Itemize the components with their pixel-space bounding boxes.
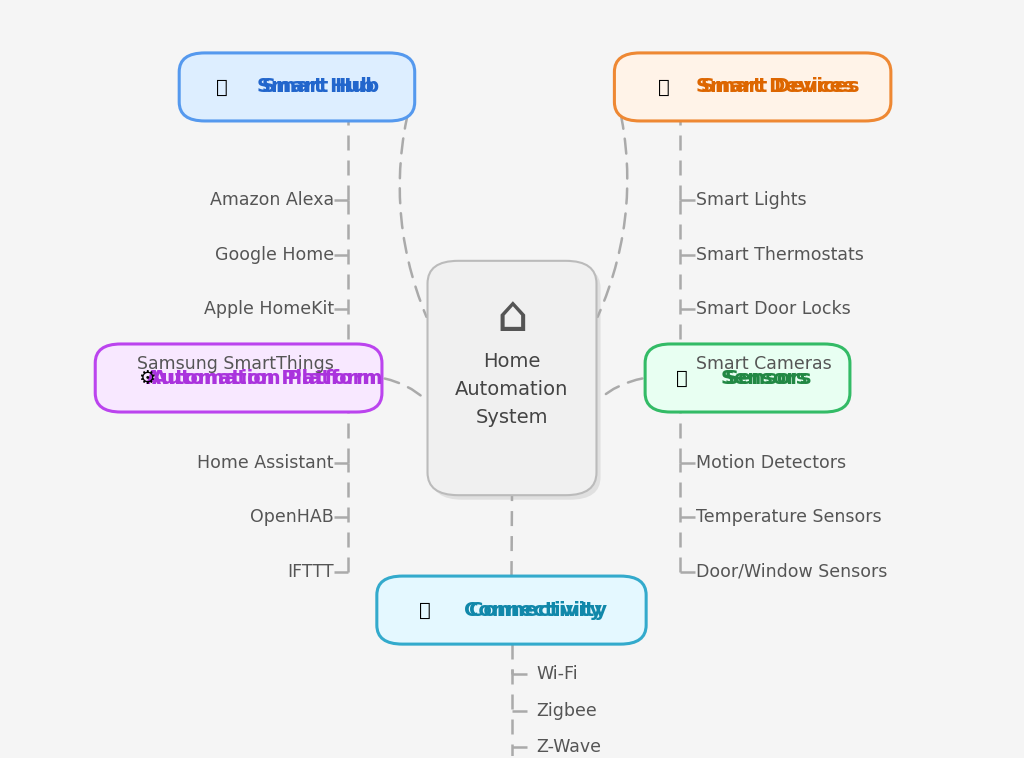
- FancyBboxPatch shape: [377, 576, 646, 644]
- FancyBboxPatch shape: [428, 261, 596, 495]
- Text: Connectivity: Connectivity: [469, 600, 607, 619]
- Text: Amazon Alexa: Amazon Alexa: [210, 191, 334, 209]
- Text: ⚙: ⚙: [138, 368, 156, 387]
- Text: Apple HomeKit: Apple HomeKit: [204, 300, 334, 318]
- FancyBboxPatch shape: [614, 53, 891, 121]
- Text: Smart Hub: Smart Hub: [262, 77, 379, 96]
- Text: Smart Devices: Smart Devices: [695, 77, 854, 96]
- Text: 📶: 📶: [216, 77, 227, 96]
- Text: IFTTT: IFTTT: [287, 562, 334, 581]
- Text: Google Home: Google Home: [215, 246, 334, 264]
- Text: Smart Door Locks: Smart Door Locks: [696, 300, 851, 318]
- Text: Wi-Fi: Wi-Fi: [537, 666, 579, 684]
- Text: Home Assistant: Home Assistant: [198, 454, 334, 471]
- Text: Samsung SmartThings: Samsung SmartThings: [137, 355, 334, 373]
- Text: Door/Window Sensors: Door/Window Sensors: [696, 562, 888, 581]
- Text: Home
Automation
System: Home Automation System: [456, 352, 568, 428]
- FancyBboxPatch shape: [179, 53, 415, 121]
- Text: Temperature Sensors: Temperature Sensors: [696, 508, 882, 526]
- Text: Automation Platform: Automation Platform: [152, 368, 383, 387]
- Text: Z-Wave: Z-Wave: [537, 738, 601, 756]
- Text: Automation Platform: Automation Platform: [146, 368, 377, 387]
- FancyBboxPatch shape: [432, 265, 600, 500]
- Text: 🏃: 🏃: [676, 368, 688, 387]
- Text: OpenHAB: OpenHAB: [250, 508, 334, 526]
- Text: Motion Detectors: Motion Detectors: [696, 454, 847, 471]
- Text: Smart Devices: Smart Devices: [701, 77, 859, 96]
- Text: 🏠: 🏠: [658, 77, 670, 96]
- Text: Sensors: Sensors: [724, 368, 812, 387]
- FancyBboxPatch shape: [645, 344, 850, 412]
- Text: Smart Thermostats: Smart Thermostats: [696, 246, 864, 264]
- Text: Smart Lights: Smart Lights: [696, 191, 807, 209]
- Text: Smart Cameras: Smart Cameras: [696, 355, 833, 373]
- Text: Smart Hub: Smart Hub: [257, 77, 375, 96]
- FancyBboxPatch shape: [95, 344, 382, 412]
- Text: Connectivity: Connectivity: [464, 600, 602, 619]
- Text: 🖥: 🖥: [420, 600, 431, 619]
- Text: Sensors: Sensors: [720, 368, 808, 387]
- Text: Zigbee: Zigbee: [537, 702, 597, 719]
- Text: ⌂: ⌂: [496, 293, 528, 341]
